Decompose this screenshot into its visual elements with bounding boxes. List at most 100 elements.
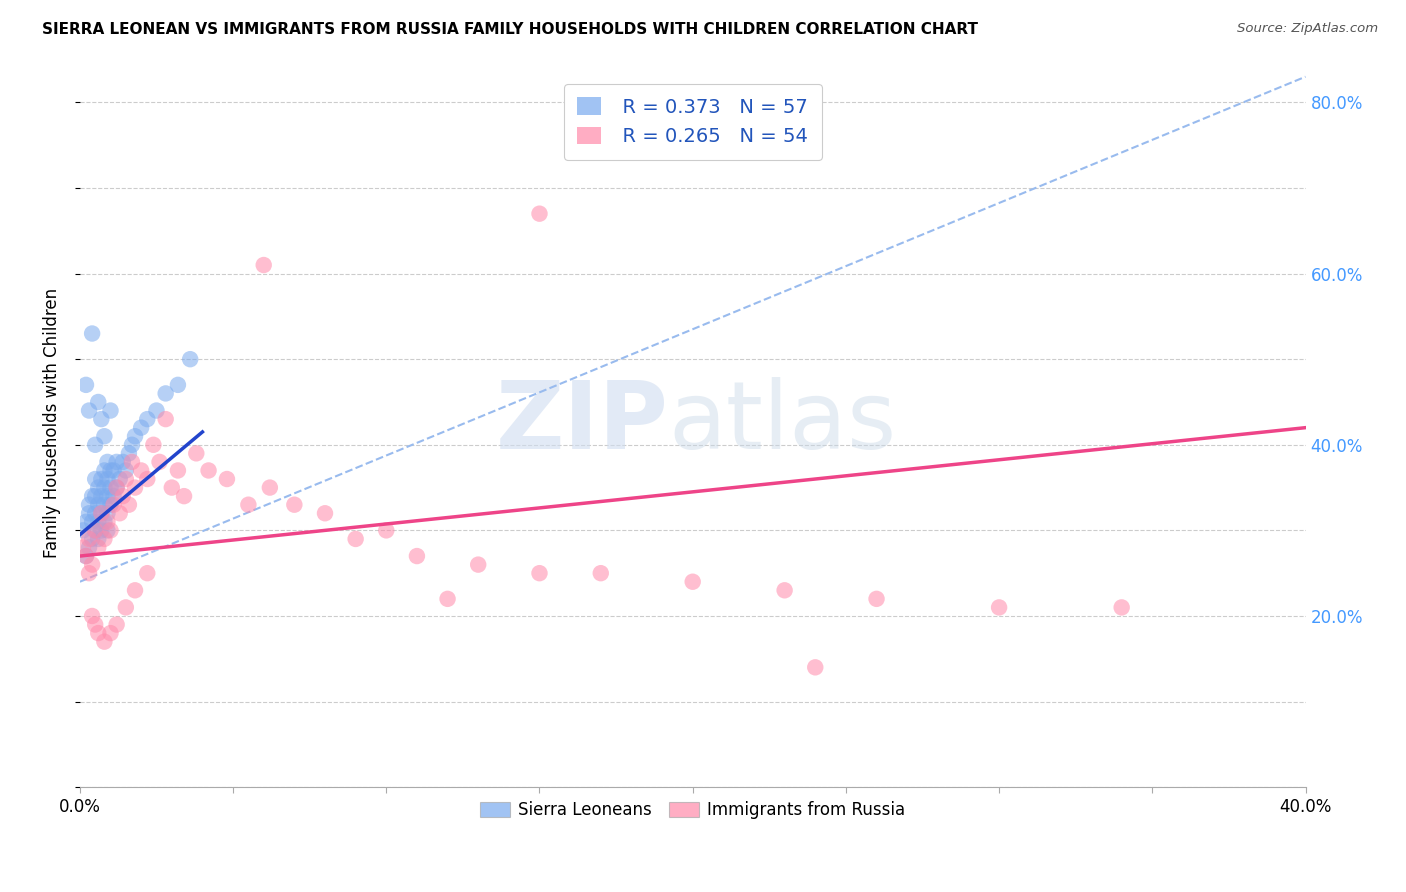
Point xyxy=(589,566,612,581)
Point xyxy=(155,386,177,401)
Point xyxy=(148,455,170,469)
Point xyxy=(215,472,238,486)
Point xyxy=(100,498,122,512)
Point xyxy=(96,455,118,469)
Point xyxy=(105,481,128,495)
Point xyxy=(773,583,796,598)
Point xyxy=(118,498,141,512)
Point xyxy=(121,455,143,469)
Point xyxy=(93,532,115,546)
Point xyxy=(77,566,100,581)
Point xyxy=(90,472,112,486)
Point xyxy=(103,463,125,477)
Point xyxy=(136,412,159,426)
Point xyxy=(75,549,97,563)
Point xyxy=(436,591,458,606)
Point xyxy=(124,583,146,598)
Point xyxy=(93,515,115,529)
Point xyxy=(75,515,97,529)
Point xyxy=(155,412,177,426)
Point xyxy=(118,446,141,460)
Point xyxy=(82,489,104,503)
Point xyxy=(179,352,201,367)
Point xyxy=(84,438,107,452)
Point xyxy=(93,481,115,495)
Point xyxy=(87,395,110,409)
Text: ZIP: ZIP xyxy=(495,377,668,469)
Point xyxy=(77,532,100,546)
Point xyxy=(72,541,94,555)
Point xyxy=(136,566,159,581)
Point xyxy=(75,377,97,392)
Point xyxy=(100,626,122,640)
Y-axis label: Family Households with Children: Family Households with Children xyxy=(44,288,60,558)
Point xyxy=(467,558,489,572)
Point xyxy=(87,626,110,640)
Point xyxy=(375,524,398,538)
Point xyxy=(108,506,131,520)
Point xyxy=(84,524,107,538)
Point xyxy=(96,472,118,486)
Point xyxy=(77,506,100,520)
Point xyxy=(259,481,281,495)
Point xyxy=(96,506,118,520)
Point xyxy=(129,420,152,434)
Point xyxy=(105,455,128,469)
Point xyxy=(82,326,104,341)
Point xyxy=(167,377,190,392)
Point xyxy=(124,429,146,443)
Point xyxy=(96,489,118,503)
Point xyxy=(93,463,115,477)
Point xyxy=(108,472,131,486)
Text: SIERRA LEONEAN VS IMMIGRANTS FROM RUSSIA FAMILY HOUSEHOLDS WITH CHILDREN CORRELA: SIERRA LEONEAN VS IMMIGRANTS FROM RUSSIA… xyxy=(42,22,979,37)
Point xyxy=(114,463,136,477)
Point xyxy=(167,463,190,477)
Point xyxy=(529,207,551,221)
Point xyxy=(82,532,104,546)
Point xyxy=(100,463,122,477)
Point xyxy=(1111,600,1133,615)
Text: atlas: atlas xyxy=(668,377,897,469)
Point xyxy=(90,506,112,520)
Point xyxy=(114,472,136,486)
Point xyxy=(87,541,110,555)
Point xyxy=(72,524,94,538)
Point xyxy=(114,600,136,615)
Point xyxy=(82,609,104,624)
Point xyxy=(77,403,100,417)
Point xyxy=(406,549,429,563)
Point xyxy=(105,617,128,632)
Point xyxy=(84,489,107,503)
Point xyxy=(96,524,118,538)
Point xyxy=(93,634,115,648)
Point xyxy=(988,600,1011,615)
Point xyxy=(283,498,305,512)
Point xyxy=(82,558,104,572)
Point xyxy=(865,591,887,606)
Point xyxy=(136,472,159,486)
Point xyxy=(93,429,115,443)
Point xyxy=(75,549,97,563)
Point xyxy=(87,515,110,529)
Point xyxy=(804,660,827,674)
Point xyxy=(87,532,110,546)
Point xyxy=(87,481,110,495)
Point xyxy=(129,463,152,477)
Point xyxy=(96,515,118,529)
Point xyxy=(111,455,134,469)
Text: Source: ZipAtlas.com: Source: ZipAtlas.com xyxy=(1237,22,1378,36)
Point xyxy=(103,489,125,503)
Point xyxy=(529,566,551,581)
Point xyxy=(173,489,195,503)
Point xyxy=(682,574,704,589)
Point xyxy=(77,498,100,512)
Point xyxy=(84,617,107,632)
Point xyxy=(93,498,115,512)
Point xyxy=(253,258,276,272)
Point xyxy=(314,506,336,520)
Point xyxy=(84,524,107,538)
Point xyxy=(344,532,367,546)
Point xyxy=(90,412,112,426)
Point xyxy=(160,481,183,495)
Point xyxy=(145,403,167,417)
